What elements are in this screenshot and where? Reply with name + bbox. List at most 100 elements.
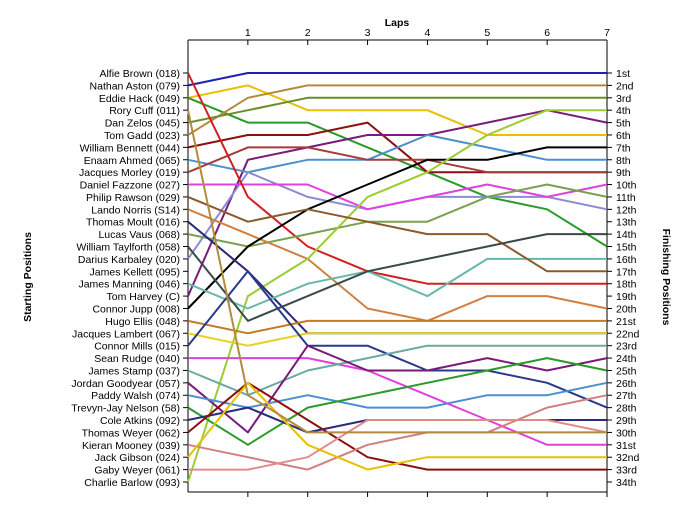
finishing-label: 8th bbox=[616, 155, 631, 167]
finishing-label: 9th bbox=[616, 167, 631, 179]
finishing-label: 10th bbox=[616, 180, 637, 192]
series-line bbox=[187, 270, 608, 409]
starting-label: Jacques Morley (019) bbox=[79, 167, 180, 179]
starting-label: Lando Norris (S14) bbox=[91, 204, 180, 216]
starting-label: Paddy Walsh (074) bbox=[91, 390, 180, 402]
finishing-label: 15th bbox=[616, 242, 637, 254]
series-line bbox=[188, 419, 608, 471]
starting-label: Charlie Barlow (093) bbox=[84, 477, 180, 489]
x-tick-label: 5 bbox=[484, 27, 490, 39]
starting-label: Lucas Vaus (068) bbox=[98, 229, 180, 241]
series-line bbox=[187, 257, 607, 310]
starting-label: Eddie Hack (049) bbox=[99, 93, 180, 105]
series-layer bbox=[187, 72, 608, 483]
finishing-label: 30th bbox=[616, 427, 637, 439]
finishing-label: 29th bbox=[616, 415, 637, 427]
starting-label: Kieran Mooney (039) bbox=[82, 440, 180, 452]
starting-label: Enaam Ahmed (065) bbox=[84, 155, 180, 167]
x-tick-label: 4 bbox=[425, 27, 431, 39]
finishing-label: 1st bbox=[616, 68, 630, 80]
finishing-label: 22nd bbox=[616, 328, 640, 340]
finishing-label: 31st bbox=[616, 440, 636, 452]
series-line bbox=[187, 208, 608, 322]
starting-label: Jordan Goodyear (057) bbox=[71, 378, 180, 390]
finishing-label: 16th bbox=[616, 254, 637, 266]
starting-label: Sean Rudge (040) bbox=[94, 353, 180, 365]
starting-label: Thomas Moult (016) bbox=[86, 217, 180, 229]
x-tick-labels: 1 2 3 4 5 6 7 bbox=[245, 27, 610, 39]
starting-label: Darius Karbaley (020) bbox=[78, 254, 180, 266]
finishing-label: 2nd bbox=[616, 80, 634, 92]
series-line bbox=[187, 84, 607, 136]
series-line bbox=[187, 96, 607, 124]
series-line bbox=[187, 344, 608, 434]
finishing-label: 4th bbox=[616, 105, 631, 117]
finishing-label: 7th bbox=[616, 142, 631, 154]
series-line bbox=[187, 344, 607, 397]
series-line bbox=[187, 146, 607, 310]
finishing-label: 23rd bbox=[616, 341, 637, 353]
finishing-label: 19th bbox=[616, 291, 637, 303]
starting-label: Connor Jupp (008) bbox=[92, 303, 180, 315]
starting-label: Trevyn-Jay Nelson (58) bbox=[71, 403, 180, 415]
starting-label: Cole Atkins (092) bbox=[100, 415, 180, 427]
finishing-label: 20th bbox=[616, 303, 637, 315]
finishing-label: 5th bbox=[616, 118, 631, 130]
finishing-label: 24th bbox=[616, 353, 637, 365]
finishing-label: 32nd bbox=[616, 452, 640, 464]
series-line bbox=[188, 357, 607, 446]
finishing-label: 27th bbox=[616, 390, 637, 402]
series-line bbox=[187, 109, 608, 297]
x-tick-label: 3 bbox=[365, 27, 371, 39]
finishing-label: 17th bbox=[616, 266, 637, 278]
starting-label: Philip Rawson (029) bbox=[86, 192, 180, 204]
series-line bbox=[187, 183, 608, 248]
series-line bbox=[187, 72, 607, 285]
finishing-label: 25th bbox=[616, 365, 637, 377]
starting-label: James Manning (046) bbox=[78, 279, 180, 291]
finishing-label: 13th bbox=[616, 217, 637, 229]
series-line bbox=[188, 183, 608, 211]
series-line bbox=[187, 84, 607, 136]
starting-label: William Taylforth (058) bbox=[76, 242, 180, 254]
finishing-label: 34th bbox=[616, 477, 637, 489]
axes bbox=[183, 39, 612, 497]
finishing-label: 11th bbox=[616, 192, 636, 204]
series-line bbox=[187, 319, 607, 335]
series-line bbox=[187, 381, 607, 471]
finishing-position-labels: 1st2nd3rd4th5th6th7th8th9th10th11th12th1… bbox=[616, 68, 640, 489]
finishing-label: 14th bbox=[616, 229, 637, 241]
starting-label: Tom Gadd (023) bbox=[104, 130, 180, 142]
y-axis-label-left: Starting Positions bbox=[22, 232, 34, 322]
series-line bbox=[187, 381, 608, 409]
starting-label: James Kellett (095) bbox=[90, 266, 180, 278]
series-line bbox=[187, 109, 607, 483]
x-tick-label: 2 bbox=[305, 27, 311, 39]
series-line bbox=[187, 332, 607, 347]
y-axis-label-right: Finishing Positions bbox=[660, 229, 672, 326]
series-line bbox=[187, 72, 607, 87]
series-line bbox=[187, 146, 607, 174]
starting-label: Alfie Brown (018) bbox=[99, 68, 180, 80]
starting-label: Hugo Ellis (048) bbox=[105, 316, 180, 328]
starting-label: Dan Zelos (045) bbox=[105, 118, 180, 130]
series-line bbox=[187, 357, 608, 446]
finishing-label: 21st bbox=[616, 316, 636, 328]
finishing-label: 33rd bbox=[616, 465, 637, 477]
chart-title: Laps bbox=[385, 17, 410, 29]
starting-label: Jacques Lambert (067) bbox=[72, 328, 180, 340]
series-line bbox=[187, 394, 608, 471]
starting-label: Jack Gibson (024) bbox=[95, 452, 180, 464]
finishing-label: 12th bbox=[616, 204, 637, 216]
starting-label: Rory Cuff (011) bbox=[109, 105, 180, 117]
starting-label: Connor Mills (015) bbox=[94, 341, 180, 353]
finishing-label: 18th bbox=[616, 279, 637, 291]
finishing-label: 26th bbox=[616, 378, 637, 390]
series-line bbox=[187, 109, 607, 434]
series-line bbox=[187, 233, 607, 322]
x-tick-label: 1 bbox=[245, 27, 251, 39]
starting-position-labels: Alfie Brown (018)Nathan Aston (079)Eddie… bbox=[71, 68, 180, 489]
finishing-label: 28th bbox=[616, 403, 637, 415]
series-line bbox=[187, 134, 607, 174]
